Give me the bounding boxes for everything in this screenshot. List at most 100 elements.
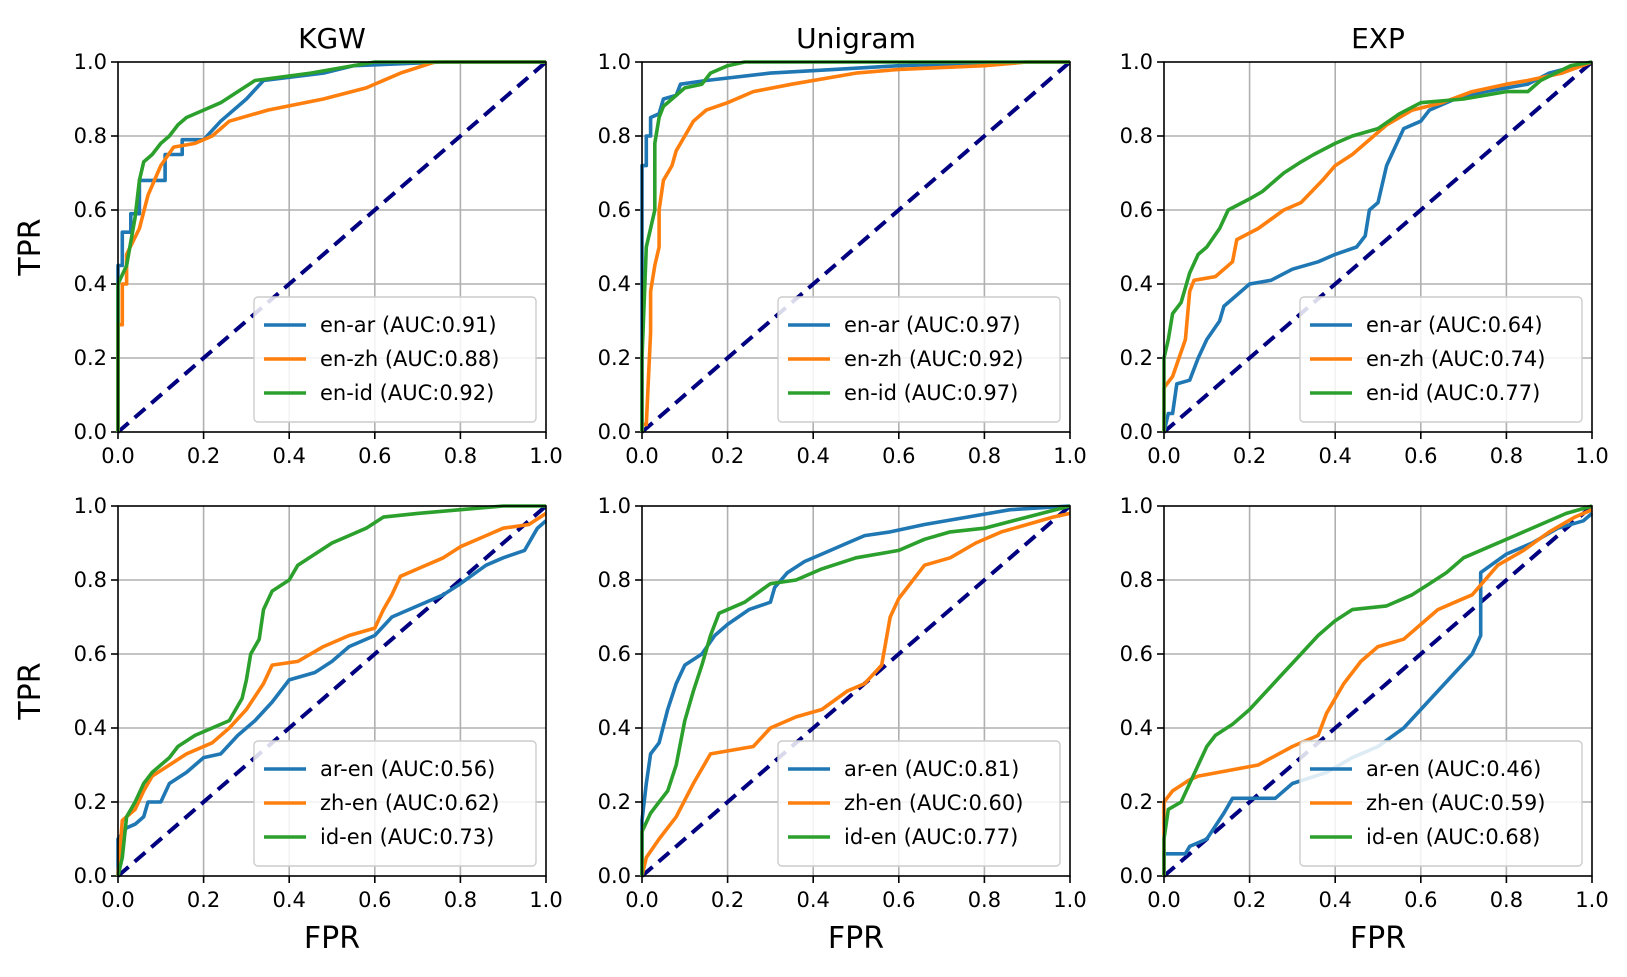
y-tick-label: 0.6: [74, 642, 107, 666]
y-tick-label: 0.8: [1120, 124, 1153, 148]
roc-curve-3: [116, 504, 546, 877]
y-tick-label: 1.0: [1120, 50, 1153, 74]
x-tick-label: 0.6: [1404, 444, 1437, 468]
legend-entry: en-id (AUC:0.77): [1366, 381, 1540, 405]
legend-box: [253, 740, 537, 867]
roc-curve-3: [116, 60, 546, 432]
legend-entry: en-ar (AUC:0.91): [320, 313, 497, 337]
y-tick-label: 0.2: [598, 790, 631, 814]
subplot-5: 0.00.0 0.2 0.2 0.4 0.4 0.6 0.6 0.8 0.8 1.0 1.0 FPR a…: [598, 494, 1087, 956]
subplot-title: KGW: [298, 22, 366, 55]
legend: en-ar (AUC:0.97) en-zh (AUC:0.92) en-id (A…: [777, 296, 1061, 423]
x-tick-label: 0.8: [1490, 444, 1523, 468]
y-tick-label: 0.4: [1120, 716, 1153, 740]
y-tick-label: 0.2: [74, 346, 107, 370]
axes-frame: [641, 61, 1071, 433]
axes-frame: [1163, 505, 1593, 877]
x-tick-label: 0.8: [444, 888, 477, 912]
x-tick-label: 1.0: [1053, 888, 1086, 912]
x-axis-label: FPR: [1350, 921, 1406, 956]
legend-entry: id-en (AUC:0.73): [320, 825, 494, 849]
x-tick-label: 0.4: [272, 444, 305, 468]
y-tick-label: 1.0: [598, 494, 631, 518]
roc-curve-1: [1162, 60, 1593, 433]
y-tick-label: 0.0: [1120, 864, 1153, 888]
chance-diagonal-line: [640, 504, 1072, 878]
legend-entry: ar-en (AUC:0.56): [320, 757, 495, 781]
chance-diagonal-line: [1162, 504, 1594, 878]
roc-curve-2: [640, 511, 1071, 877]
y-tick-label: 0.8: [74, 568, 107, 592]
x-tick-label: 0.8: [1490, 888, 1523, 912]
chance-diagonal-line: [116, 504, 548, 878]
x-tick-label: 1.0: [529, 444, 562, 468]
y-tick-label: 0.4: [598, 272, 631, 296]
roc-curve-3: [1162, 60, 1593, 432]
legend-entry: en-zh (AUC:0.74): [1366, 347, 1545, 371]
legend-entry: en-ar (AUC:0.64): [1366, 313, 1543, 337]
y-axis-label: TPR: [13, 218, 48, 276]
y-tick-label: 1.0: [74, 494, 107, 518]
x-tick-label: 0.8: [444, 444, 477, 468]
y-tick-label: 0.6: [598, 198, 631, 222]
roc-curve-1: [640, 60, 1070, 432]
legend-entry: ar-en (AUC:0.46): [1366, 757, 1541, 781]
legend-box: [1299, 296, 1583, 423]
roc-curve-2: [116, 60, 546, 432]
x-tick-label: 1.0: [1053, 444, 1086, 468]
legend-box: [777, 296, 1061, 423]
y-axis-label: TPR: [13, 662, 48, 720]
x-axis-label: FPR: [304, 921, 360, 956]
y-tick-label: 1.0: [74, 50, 107, 74]
legend-entry: en-id (AUC:0.92): [320, 381, 494, 405]
legend-entry: en-id (AUC:0.97): [844, 381, 1018, 405]
x-tick-label: 0.4: [796, 444, 829, 468]
legend-box: [777, 740, 1061, 867]
y-tick-label: 0.2: [1120, 790, 1153, 814]
subplot-title: EXP: [1351, 22, 1405, 55]
roc-curve-2: [640, 60, 1070, 432]
x-tick-label: 0.6: [882, 888, 915, 912]
y-tick-label: 0.4: [598, 716, 631, 740]
x-tick-label: 0.2: [1233, 888, 1266, 912]
axes-frame: [117, 61, 547, 433]
chance-diagonal-line: [640, 60, 1072, 434]
roc-curve-2: [116, 511, 547, 877]
y-tick-label: 0.0: [74, 864, 107, 888]
subplot-4: 0.00.0 0.2 0.2 0.4 0.4 0.6 0.6 0.8 0.8 1.0 1.0 FPR T…: [13, 494, 563, 956]
y-tick-label: 0.2: [74, 790, 107, 814]
y-tick-label: 0.0: [74, 420, 107, 444]
x-tick-label: 1.0: [1575, 888, 1608, 912]
y-tick-label: 0.4: [74, 272, 107, 296]
x-tick-label: 0.8: [968, 444, 1001, 468]
y-tick-label: 0.6: [1120, 642, 1153, 666]
y-tick-label: 0.8: [598, 568, 631, 592]
x-tick-label: 0.4: [1318, 444, 1351, 468]
x-tick-label: 0.2: [1233, 444, 1266, 468]
legend-entry: zh-en (AUC:0.59): [1366, 791, 1545, 815]
x-tick-label: 1.0: [1575, 444, 1608, 468]
x-tick-label: 0.6: [1404, 888, 1437, 912]
legend-entry: zh-en (AUC:0.60): [844, 791, 1023, 815]
subplot-2: 0.00.0 0.2 0.2 0.4 0.4 0.6 0.6 0.8 0.8 1.0 1.0 Unig…: [598, 22, 1087, 468]
subplot-3: 0.00.0 0.2 0.2 0.4 0.4 0.6 0.6 0.8 0.8 1.0 1.0 EXP e…: [1120, 22, 1609, 468]
roc-curve-3: [640, 504, 1071, 876]
legend-entry: en-zh (AUC:0.88): [320, 347, 499, 371]
x-tick-label: 0.0: [1147, 444, 1180, 468]
subplot-1: 0.00.0 0.2 0.2 0.4 0.4 0.6 0.6 0.8 0.8 1.0 1.0 KGW T…: [13, 22, 563, 468]
legend: en-ar (AUC:0.91) en-zh (AUC:0.88) en-id (A…: [253, 296, 537, 423]
x-tick-label: 0.4: [796, 888, 829, 912]
legend-entry: en-zh (AUC:0.92): [844, 347, 1023, 371]
y-tick-label: 0.2: [1120, 346, 1153, 370]
legend-entry: id-en (AUC:0.68): [1366, 825, 1540, 849]
y-tick-label: 0.6: [74, 198, 107, 222]
y-tick-label: 0.0: [598, 420, 631, 444]
legend-box: [1299, 740, 1583, 867]
chance-diagonal-line: [1162, 60, 1594, 434]
y-tick-label: 0.0: [598, 864, 631, 888]
legend: en-ar (AUC:0.64) en-zh (AUC:0.74) en-id (A…: [1299, 296, 1583, 423]
legend-entry: ar-en (AUC:0.81): [844, 757, 1019, 781]
subplot-title: Unigram: [796, 22, 916, 55]
y-tick-label: 0.2: [598, 346, 631, 370]
